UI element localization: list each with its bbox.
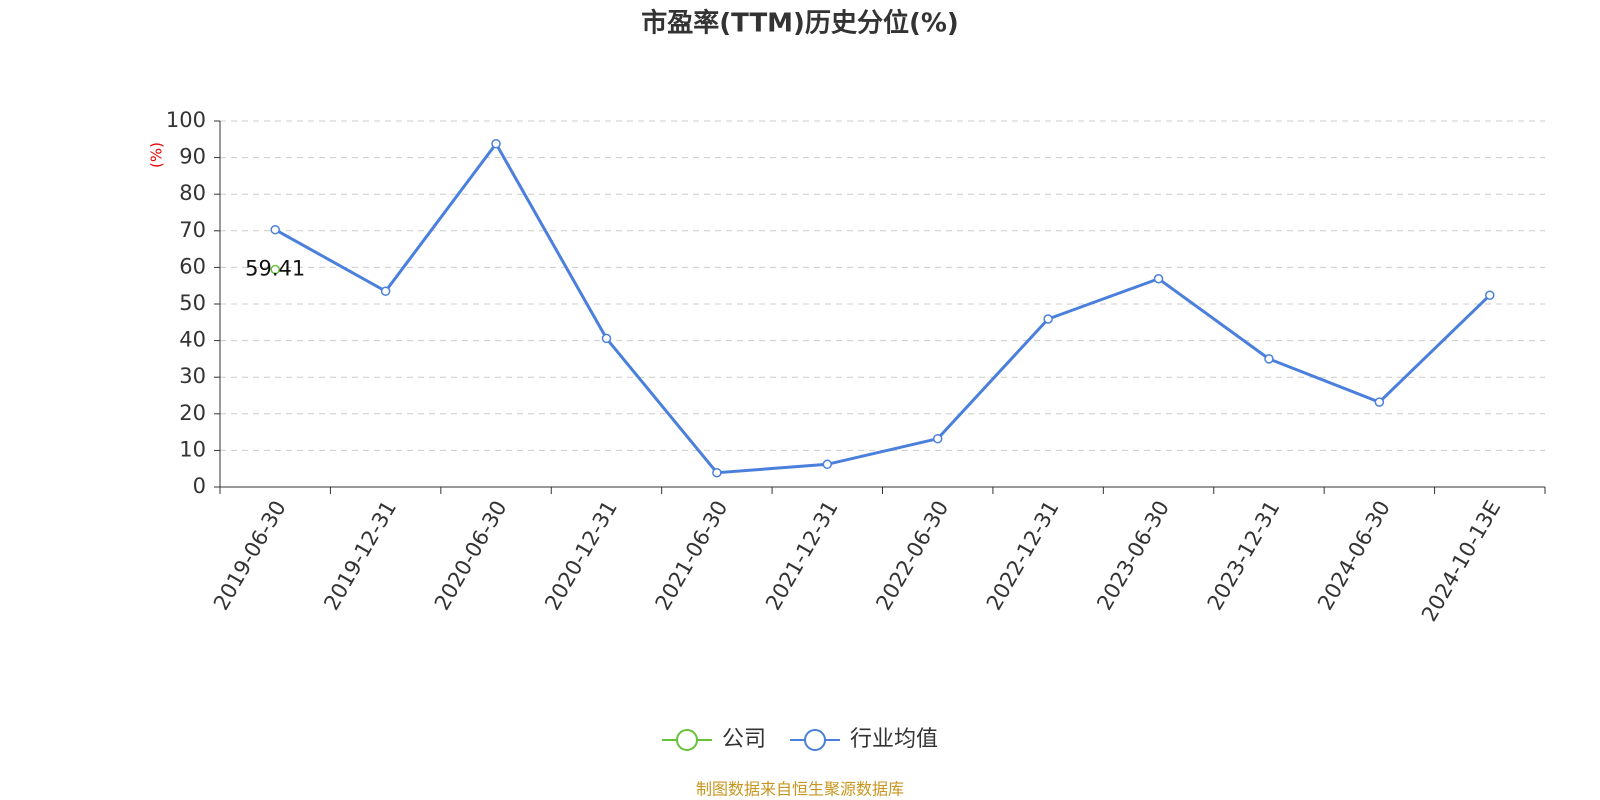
y-tick-label: 60: [179, 254, 206, 278]
data-point: [712, 467, 722, 478]
x-tick-label: 2024-10-13E: [1417, 497, 1505, 626]
data-point: [1043, 314, 1053, 324]
data-point: [491, 138, 501, 149]
series-line: [274, 140, 1491, 475]
x-tick-label: 2022-12-31: [982, 497, 1064, 615]
legend-label: 行业均值: [850, 727, 938, 752]
y-tick-label: 70: [179, 218, 206, 242]
y-axis-label: (%): [148, 142, 166, 168]
y-tick-label: 20: [179, 401, 206, 425]
x-tick-label: 2021-12-31: [761, 497, 843, 615]
data-point: [270, 224, 280, 235]
y-tick-label: 30: [179, 364, 206, 388]
x-tick-label: 2023-12-31: [1203, 497, 1285, 615]
data-point: [601, 333, 612, 344]
y-tick-label: 10: [179, 437, 206, 461]
x-tick-label: 2019-06-30: [209, 497, 291, 615]
data-point: [1374, 397, 1385, 407]
x-tick-label: 2023-06-30: [1092, 497, 1174, 615]
y-tick-label: 90: [179, 145, 206, 169]
x-tick-label: 2021-06-30: [651, 497, 733, 615]
data-point: [1153, 273, 1164, 284]
data-point: [380, 286, 391, 296]
legend-marker: [804, 729, 826, 751]
data-point: [822, 459, 833, 470]
x-tick-label: 2020-06-30: [430, 497, 512, 615]
data-point: [932, 433, 943, 444]
y-tick-label: 40: [179, 328, 206, 352]
x-tick-label: 2019-12-31: [319, 497, 401, 615]
y-tick-label: 0: [193, 474, 206, 498]
data-label: 59.41: [245, 257, 305, 281]
source-note: 制图数据来自恒生聚源数据库: [696, 780, 904, 799]
x-tick-label: 2020-12-31: [540, 497, 622, 615]
legend-label: 公司: [722, 727, 766, 752]
y-tick-label: 80: [179, 181, 206, 205]
legend-item[interactable]: 公司: [662, 727, 766, 752]
data-point: [1264, 354, 1274, 364]
data-point: [270, 264, 280, 275]
legend-item[interactable]: 行业均值: [790, 727, 938, 752]
y-tick-label: 100: [166, 108, 206, 132]
x-tick-label: 2024-06-30: [1313, 497, 1395, 615]
x-tick-label: 2022-06-30: [871, 497, 953, 615]
legend-marker: [676, 729, 698, 751]
data-point: [1485, 290, 1495, 300]
chart-title: 市盈率(TTM)历史分位(%): [641, 8, 959, 39]
y-tick-label: 50: [179, 291, 206, 315]
